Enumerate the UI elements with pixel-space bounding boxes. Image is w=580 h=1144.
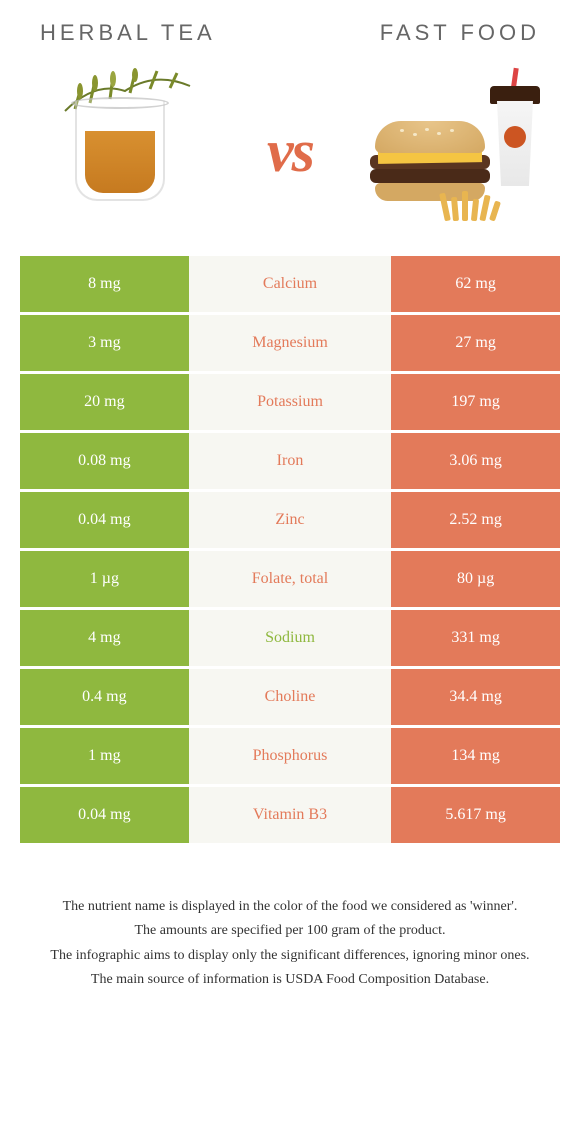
table-row: 4 mgSodium331 mg: [20, 610, 560, 666]
table-row: 0.4 mgCholine34.4 mg: [20, 669, 560, 725]
header: Herbal tea Fast Food: [0, 0, 580, 56]
right-value: 27 mg: [391, 315, 560, 371]
right-value: 34.4 mg: [391, 669, 560, 725]
table-row: 8 mgCalcium62 mg: [20, 256, 560, 312]
left-value: 0.08 mg: [20, 433, 189, 489]
fries-icon: [440, 186, 510, 221]
left-value: 0.04 mg: [20, 787, 189, 843]
right-value: 134 mg: [391, 728, 560, 784]
right-value: 62 mg: [391, 256, 560, 312]
nutrient-label: Sodium: [189, 610, 392, 666]
nutrient-label: Zinc: [189, 492, 392, 548]
nutrient-label: Potassium: [189, 374, 392, 430]
footer-line: The nutrient name is displayed in the co…: [40, 896, 540, 918]
left-value: 4 mg: [20, 610, 189, 666]
left-value: 0.4 mg: [20, 669, 189, 725]
comparison-table: 8 mgCalcium62 mg3 mgMagnesium27 mg20 mgP…: [0, 256, 580, 843]
left-value: 1 mg: [20, 728, 189, 784]
table-row: 0.08 mgIron3.06 mg: [20, 433, 560, 489]
footer-notes: The nutrient name is displayed in the co…: [0, 846, 580, 1014]
left-value: 0.04 mg: [20, 492, 189, 548]
right-value: 197 mg: [391, 374, 560, 430]
table-row: 0.04 mgVitamin B35.617 mg: [20, 787, 560, 843]
nutrient-label: Magnesium: [189, 315, 392, 371]
footer-line: The main source of information is USDA F…: [40, 969, 540, 991]
right-value: 80 µg: [391, 551, 560, 607]
right-value: 2.52 mg: [391, 492, 560, 548]
nutrient-label: Folate, total: [189, 551, 392, 607]
title-right: Fast Food: [380, 20, 540, 46]
nutrient-label: Vitamin B3: [189, 787, 392, 843]
soda-cup-icon: [490, 76, 540, 186]
fast-food-image: [370, 71, 550, 231]
vs-label: vs: [267, 117, 313, 186]
left-value: 8 mg: [20, 256, 189, 312]
right-value: 5.617 mg: [391, 787, 560, 843]
right-value: 3.06 mg: [391, 433, 560, 489]
table-row: 3 mgMagnesium27 mg: [20, 315, 560, 371]
nutrient-label: Iron: [189, 433, 392, 489]
left-value: 20 mg: [20, 374, 189, 430]
table-row: 1 mgPhosphorus134 mg: [20, 728, 560, 784]
left-value: 1 µg: [20, 551, 189, 607]
table-row: 20 mgPotassium197 mg: [20, 374, 560, 430]
images-row: vs: [0, 56, 580, 256]
table-row: 0.04 mgZinc2.52 mg: [20, 492, 560, 548]
table-row: 1 µgFolate, total80 µg: [20, 551, 560, 607]
right-value: 331 mg: [391, 610, 560, 666]
nutrient-label: Phosphorus: [189, 728, 392, 784]
footer-line: The infographic aims to display only the…: [40, 945, 540, 967]
footer-line: The amounts are specified per 100 gram o…: [40, 920, 540, 942]
herbal-tea-image: [30, 71, 210, 231]
nutrient-label: Calcium: [189, 256, 392, 312]
nutrient-label: Choline: [189, 669, 392, 725]
title-left: Herbal tea: [40, 20, 216, 46]
left-value: 3 mg: [20, 315, 189, 371]
